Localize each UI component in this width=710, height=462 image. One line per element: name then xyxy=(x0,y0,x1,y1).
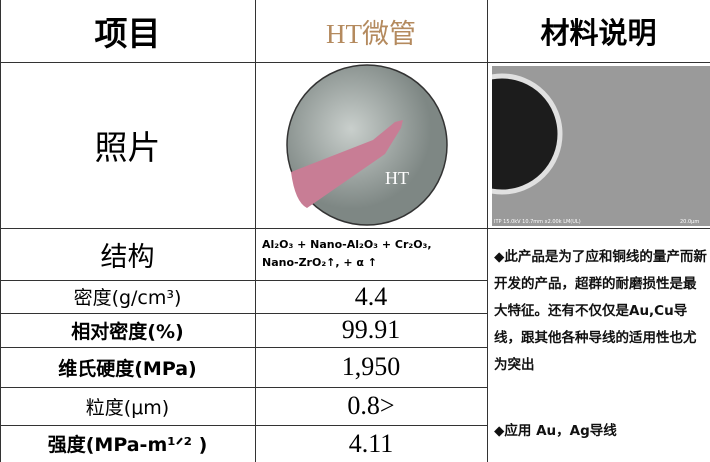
header-item: 项目 xyxy=(94,14,161,53)
sem-caption: ITP 15.0kV 10.7mm x2.00k LM(UL) xyxy=(494,219,581,225)
row-value: 4.4 xyxy=(354,281,388,311)
sem-hole xyxy=(492,73,563,195)
tube-label: HT xyxy=(385,168,409,188)
note: ◆应用 Au，Ag导线 xyxy=(494,423,617,439)
row-value: 1,950 xyxy=(341,352,401,381)
tube xyxy=(291,120,403,208)
rule xyxy=(0,387,487,388)
rule xyxy=(0,62,710,63)
rule xyxy=(0,228,710,229)
row-value: 99.91 xyxy=(341,315,401,344)
row-label: 强度(MPa-m¹ᐟ² ) xyxy=(47,434,208,456)
rule xyxy=(487,0,488,462)
formula-line: Nano-ZrO₂↑, + α ↑ xyxy=(262,256,378,269)
row-value: 4.11 xyxy=(348,428,394,458)
rule xyxy=(255,0,256,462)
rule xyxy=(0,280,487,281)
row-label: 粒度(μm) xyxy=(85,396,170,419)
header-product: HT微管 xyxy=(326,18,416,49)
rule xyxy=(0,347,487,348)
tube-photo: HT xyxy=(286,64,448,226)
row-label: 密度(g/cm³) xyxy=(73,287,182,309)
sem-scale: 20.0μm xyxy=(680,219,699,225)
structure-formula: Al₂O₃ + Nano-Al₂O₃ + Cr₂O₃, Nano-ZrO₂↑, … xyxy=(262,228,487,280)
row-value: 0.8> xyxy=(347,391,395,420)
photo-label: 照片 xyxy=(94,128,161,167)
structure-label: 结构 xyxy=(100,241,155,273)
rule xyxy=(0,313,487,314)
rule xyxy=(0,425,487,426)
formula-line: Al₂O₃ + Nano-Al₂O₃ + Cr₂O₃, xyxy=(262,238,432,251)
note: ◆此产品是为了应和铜线的量产而新开发的产品，超群的耐磨损性是最大特征。还有不仅仅… xyxy=(494,249,707,373)
sem-image: ITP 15.0kV 10.7mm x2.00k LM(UL) 20.0μm xyxy=(492,66,710,226)
row-label: 维氏硬度(MPa) xyxy=(58,357,197,380)
header-description: 材料说明 xyxy=(540,16,657,50)
row-label: 相对密度(%) xyxy=(71,320,184,343)
rule xyxy=(0,0,1,462)
